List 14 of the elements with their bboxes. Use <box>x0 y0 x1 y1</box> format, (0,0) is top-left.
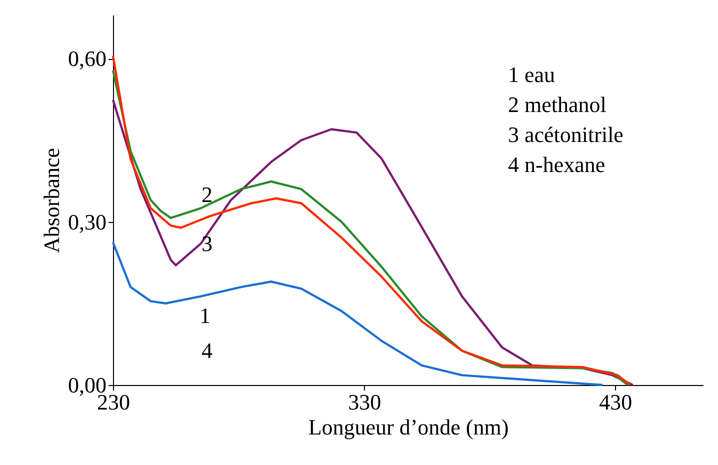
annotation: 1 eau <box>508 62 556 87</box>
y-tick-label: 0,60 <box>68 46 106 72</box>
x-tick-label: 330 <box>348 390 382 414</box>
annotation: 2 <box>202 182 212 207</box>
x-tick-label: 430 <box>599 390 632 414</box>
annotation: 4 n-hexane <box>508 152 606 177</box>
x-axis-title: Longueur d’onde (nm) <box>308 414 509 440</box>
annotation: 4 <box>202 338 212 363</box>
annotation: 2 methanol <box>508 92 606 117</box>
y-tick-label: 0,30 <box>68 209 106 234</box>
annotation: 1 <box>200 303 210 328</box>
annotation: 3 <box>202 231 212 256</box>
annotation: 3 acétonitrile <box>508 122 624 147</box>
y-axis-title: Absorbance <box>39 148 64 254</box>
